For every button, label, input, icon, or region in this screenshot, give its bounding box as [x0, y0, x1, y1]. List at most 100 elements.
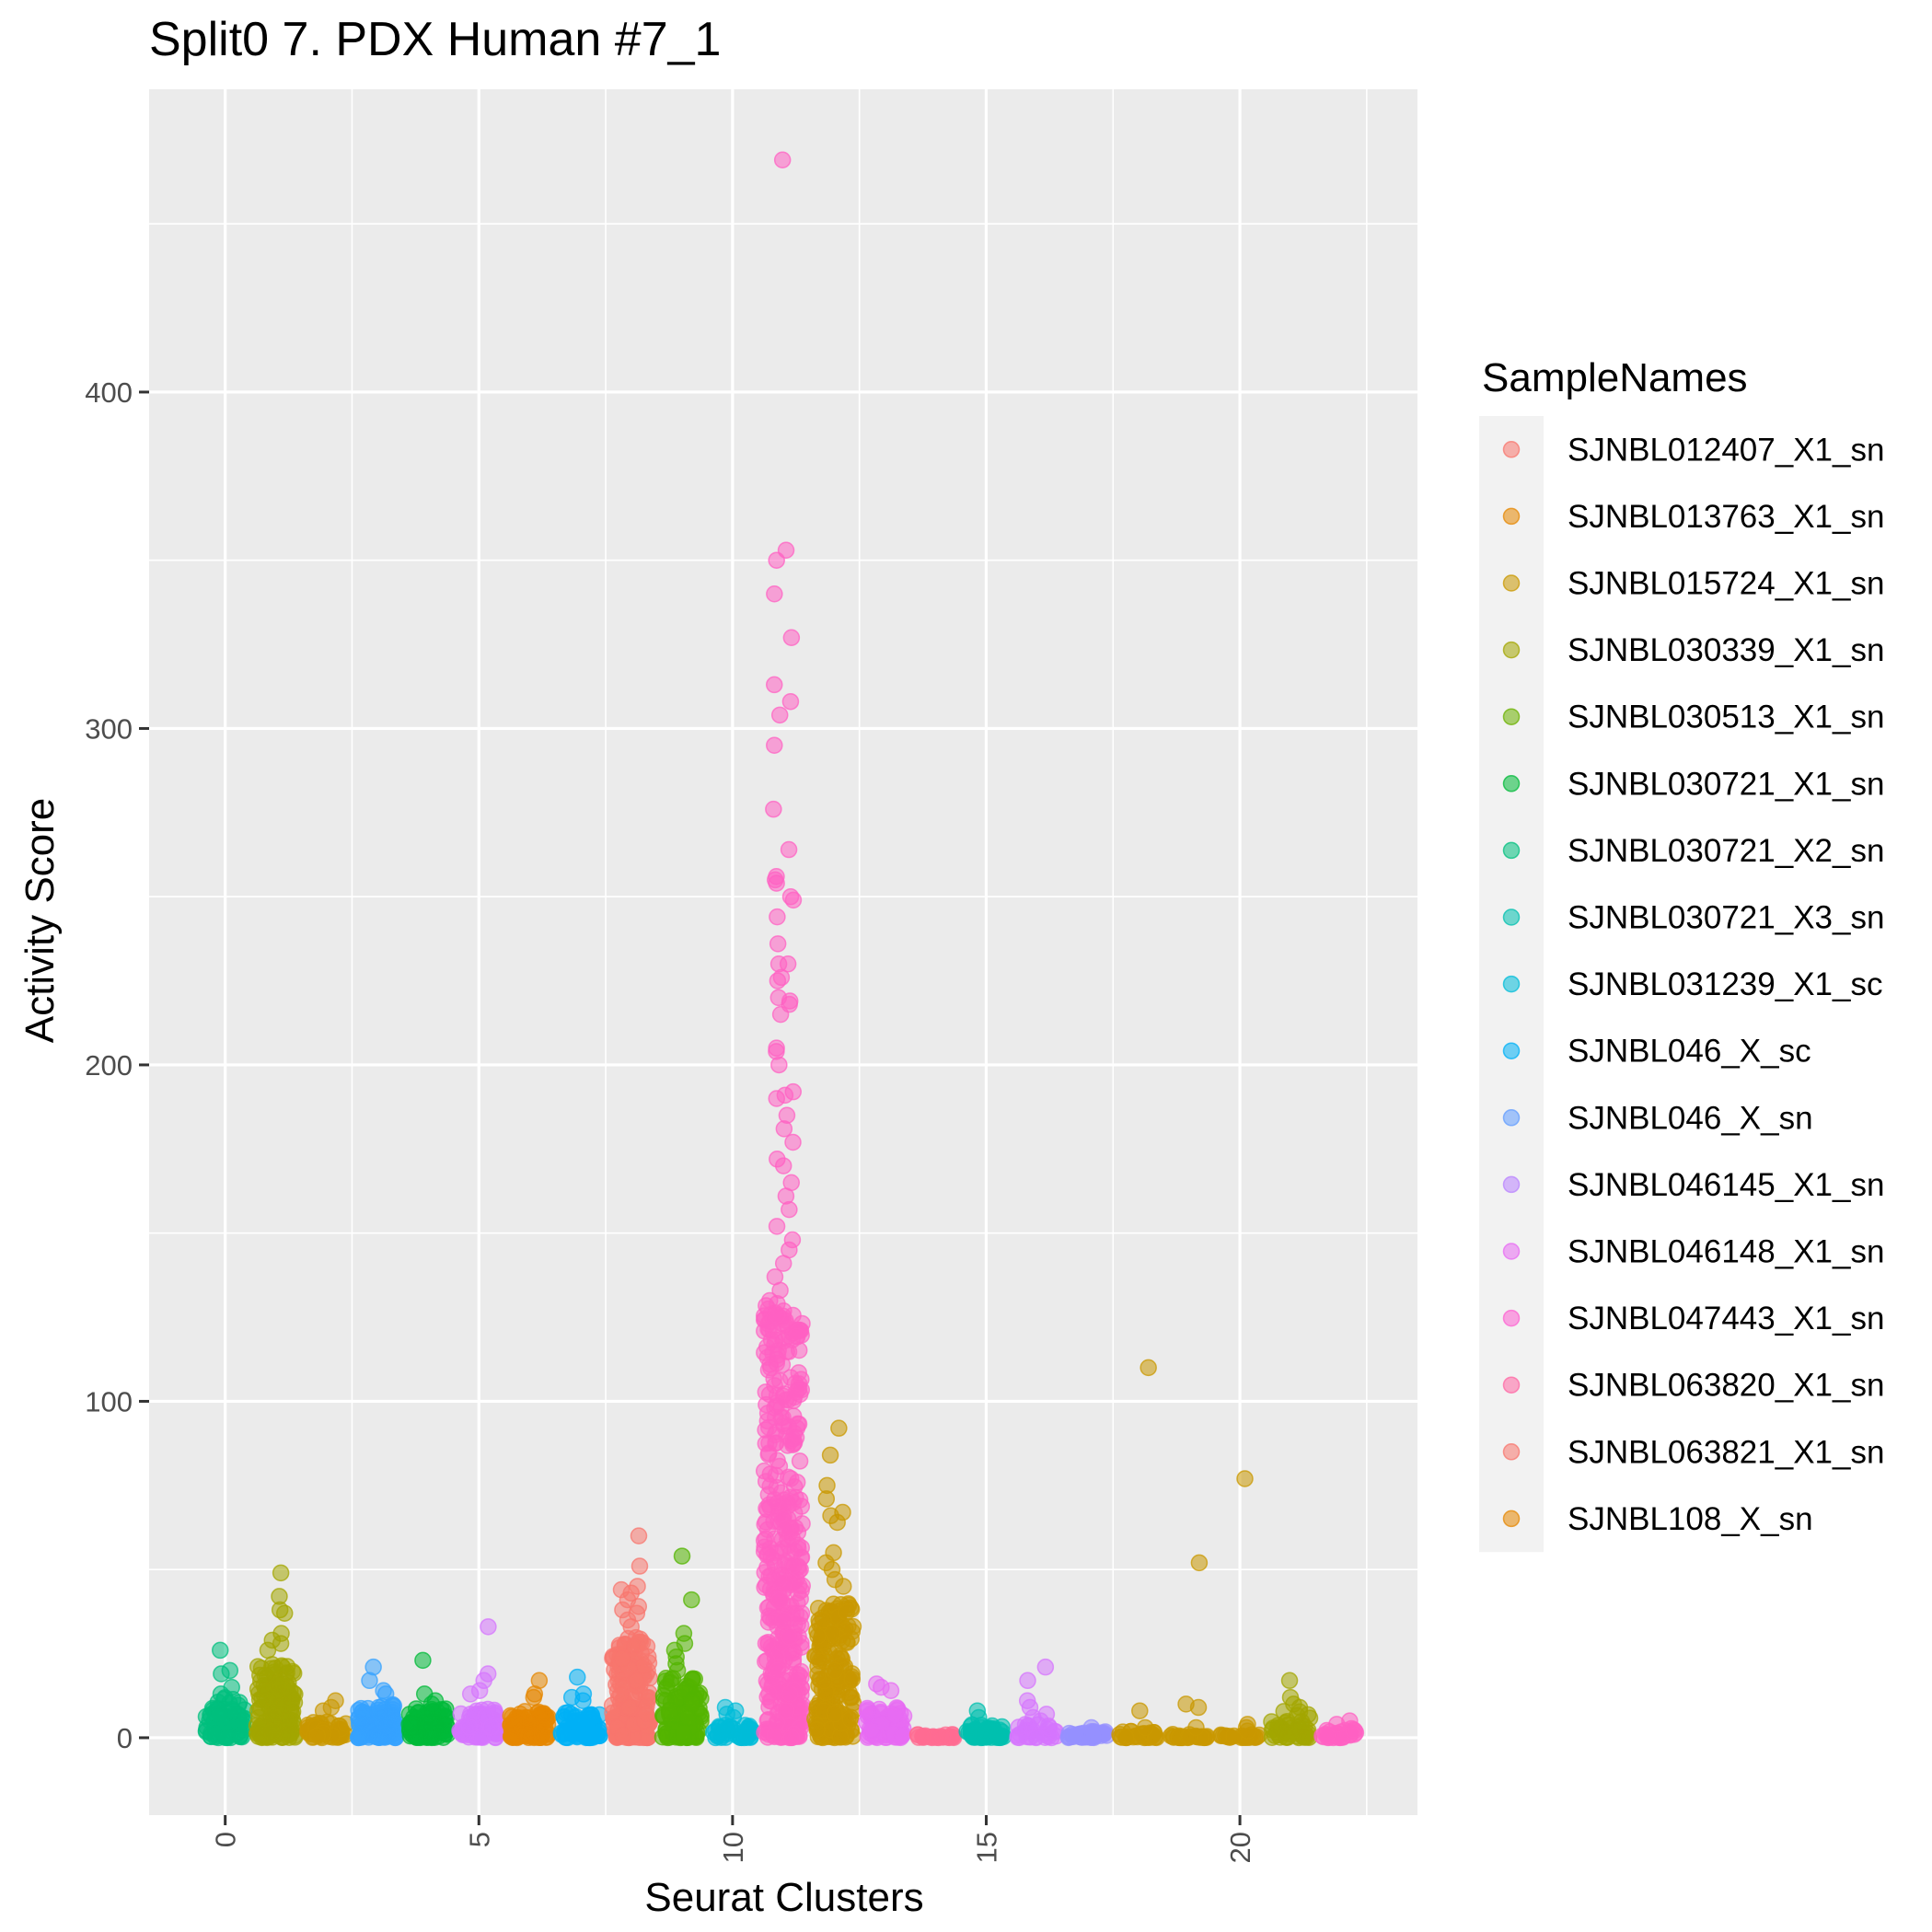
data-point: [741, 1728, 759, 1746]
data-point: [654, 1728, 672, 1746]
data-point: [275, 1696, 293, 1715]
data-point-outlier: [817, 1490, 836, 1508]
legend-label: SJNBL047443_X1_sn: [1568, 1301, 1884, 1336]
legend-items: SJNBL012407_X1_sn SJNBL013763_X1_sn SJNBL0…: [1502, 432, 1884, 1537]
data-point-outlier: [782, 1729, 801, 1747]
data-point: [792, 1539, 810, 1556]
data-point-outlier: [724, 1708, 743, 1727]
data-point: [482, 1718, 500, 1736]
data-point: [1318, 1726, 1336, 1744]
data-point-outlier: [631, 1557, 649, 1575]
data-point-outlier: [769, 972, 787, 989]
data-point: [249, 1702, 267, 1719]
data-point-outlier: [882, 1682, 900, 1700]
data-point: [675, 1723, 692, 1741]
data-point: [756, 1322, 773, 1340]
legend-label: SJNBL108_X_sn: [1568, 1501, 1813, 1537]
data-point-outlier: [414, 1651, 432, 1670]
data-point-outlier: [1290, 1698, 1309, 1717]
data-point: [759, 1486, 778, 1503]
data-point-outlier: [765, 800, 782, 818]
legend-key: [1502, 441, 1521, 458]
legend-label: SJNBL012407_X1_sn: [1568, 432, 1884, 468]
data-point-outlier: [767, 1466, 785, 1485]
data-point-outlier: [778, 1702, 795, 1719]
legend-key: [1502, 641, 1521, 659]
y-tick-label: 0: [117, 1722, 133, 1754]
legend-key: [1502, 507, 1521, 526]
legend-key: [1502, 1042, 1521, 1059]
legend-key: [1502, 908, 1521, 926]
data-point-outlier: [668, 1661, 687, 1680]
data-point: [841, 1710, 860, 1729]
x-tick-label: 0: [210, 1832, 242, 1847]
data-point: [790, 1341, 808, 1359]
data-point: [654, 1687, 673, 1705]
data-point-outlier: [781, 692, 800, 711]
data-point: [831, 1647, 850, 1665]
data-point-outlier: [1140, 1359, 1157, 1377]
data-point: [826, 1661, 844, 1680]
data-point: [844, 1694, 862, 1712]
data-point: [769, 1306, 786, 1324]
data-point-outlier: [376, 1685, 395, 1703]
data-point-outlier: [781, 1628, 799, 1646]
legend-key: [1502, 574, 1521, 592]
data-point: [266, 1685, 284, 1703]
data-point-outlier: [213, 1665, 230, 1683]
data-point-outlier: [767, 1544, 785, 1562]
data-point: [614, 1726, 631, 1744]
data-point: [966, 1729, 984, 1746]
legend-label: SJNBL031239_X1_sc: [1568, 966, 1882, 1002]
data-point-outlier: [1082, 1718, 1101, 1737]
data-point-outlier: [770, 1570, 788, 1589]
data-point-outlier: [766, 584, 783, 603]
y-axis-title: Activity Score: [17, 798, 63, 1044]
data-point-outlier: [1189, 1698, 1208, 1717]
legend-key: [1502, 1376, 1521, 1394]
data-point: [773, 1330, 792, 1348]
data-point-outlier: [480, 1618, 497, 1636]
data-point: [504, 1713, 523, 1730]
y-tick-label: 100: [85, 1385, 133, 1417]
data-point: [308, 1727, 326, 1744]
data-point: [638, 1637, 656, 1655]
data-point: [760, 1684, 778, 1703]
data-point-outlier: [275, 1604, 294, 1622]
legend-label: SJNBL030339_X1_sn: [1568, 632, 1884, 668]
legend-title: SampleNames: [1482, 355, 1748, 400]
data-point-outlier: [780, 840, 798, 859]
data-point: [790, 1577, 808, 1594]
data-point: [791, 1452, 809, 1470]
data-point-outlier: [1187, 1718, 1205, 1737]
legend-key: [1502, 1309, 1521, 1327]
data-point: [764, 1344, 781, 1362]
data-point-outlier: [782, 1645, 801, 1662]
data-point: [756, 1564, 774, 1581]
data-point: [791, 1666, 808, 1683]
data-point: [435, 1717, 453, 1735]
data-point: [885, 1706, 904, 1724]
data-point: [356, 1708, 374, 1726]
data-point-outlier: [314, 1702, 332, 1719]
data-point-outlier: [1136, 1718, 1154, 1737]
data-point: [756, 1579, 773, 1596]
data-point: [352, 1725, 370, 1743]
data-point: [635, 1657, 653, 1674]
y-tick-label: 300: [85, 712, 133, 745]
data-point-outlier: [622, 1618, 640, 1636]
data-point-outlier: [770, 706, 789, 724]
data-point-outlier: [1190, 1554, 1209, 1572]
legend-label: SJNBL030721_X1_sn: [1568, 766, 1884, 802]
data-point-outlier: [461, 1685, 480, 1703]
data-point: [562, 1706, 581, 1723]
data-point-outlier: [1131, 1702, 1149, 1719]
data-point: [838, 1633, 856, 1650]
data-point: [1010, 1718, 1027, 1736]
y-tick-label: 400: [85, 376, 133, 409]
data-point: [758, 1599, 777, 1617]
x-axis-title: Seurat Clusters: [644, 1875, 923, 1920]
x-tick-label: 10: [717, 1832, 749, 1863]
data-point: [773, 1356, 792, 1373]
data-point: [893, 1727, 911, 1744]
